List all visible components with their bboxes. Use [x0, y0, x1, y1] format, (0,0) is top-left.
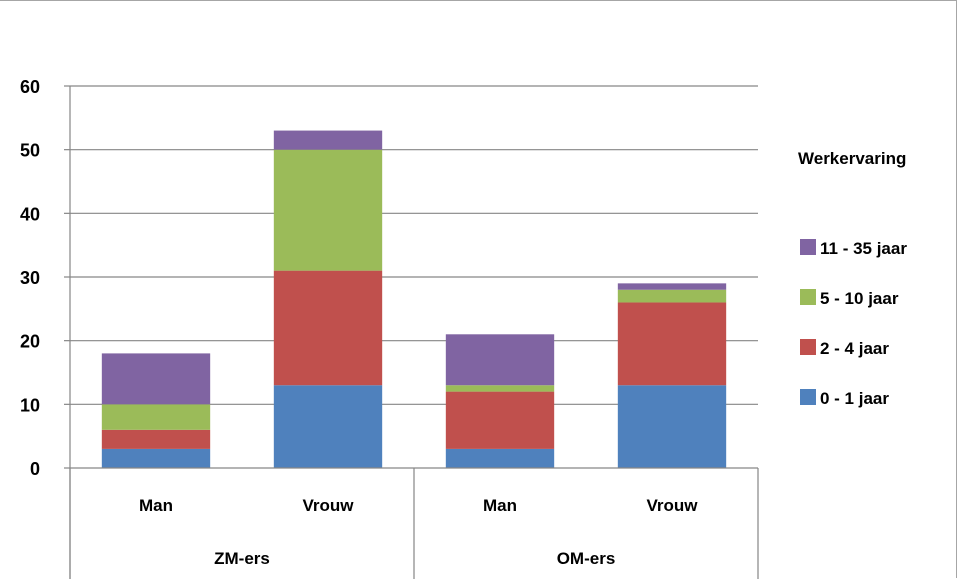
legend-swatch	[800, 239, 816, 255]
bar-segment	[101, 404, 211, 430]
bar-segment	[273, 385, 383, 468]
bar-segment	[445, 391, 555, 449]
bar-segment	[273, 149, 383, 271]
y-tick-label: 40	[20, 204, 40, 224]
bar-segment	[445, 385, 555, 392]
y-axis: 0 10 20 30 40 50 60	[20, 77, 71, 579]
y-tick-label: 50	[20, 141, 40, 161]
x-category-label: Vrouw	[302, 496, 354, 515]
legend: Werkervaring 11 - 35 jaar 5 - 10 jaar 2 - …	[798, 149, 907, 408]
bar-segment	[445, 448, 555, 468]
bar-segment	[617, 283, 727, 290]
legend-label: 11 - 35 jaar	[820, 239, 907, 258]
y-tick-label: 30	[20, 268, 40, 288]
x-axis: Man Vrouw Man Vrouw ZM-ers OM-ers	[69, 467, 759, 579]
legend-label: 2 - 4 jaar	[820, 339, 889, 358]
legend-label: 0 - 1 jaar	[820, 389, 889, 408]
bar-segment	[617, 385, 727, 468]
y-tick-label: 20	[20, 332, 40, 352]
legend-swatch	[800, 289, 816, 305]
legend-swatch	[800, 389, 816, 405]
x-category-label: Man	[139, 496, 173, 515]
x-group-label: OM-ers	[557, 549, 616, 568]
bar-segment	[101, 448, 211, 468]
y-tick-label: 10	[20, 395, 40, 415]
bar-segment	[617, 302, 727, 386]
legend-label: 5 - 10 jaar	[820, 289, 899, 308]
x-category-label: Vrouw	[646, 496, 698, 515]
bar-segment	[273, 270, 383, 386]
bar-segment	[445, 334, 555, 386]
bar-segment	[617, 289, 727, 303]
y-tick-label: 0	[30, 459, 40, 479]
bar-segment	[273, 130, 383, 150]
bars	[101, 130, 727, 468]
bar-segment	[101, 353, 211, 405]
x-group-label: ZM-ers	[214, 549, 270, 568]
bar-segment	[101, 429, 211, 449]
y-tick-label: 60	[20, 77, 40, 97]
legend-title: Werkervaring	[798, 149, 906, 168]
x-category-label: Man	[483, 496, 517, 515]
legend-swatch	[800, 339, 816, 355]
